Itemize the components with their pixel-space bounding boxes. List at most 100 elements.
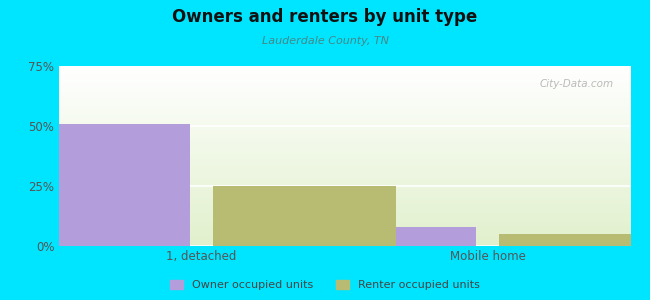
- Bar: [58, 175, 630, 176]
- Bar: [58, 208, 630, 209]
- Bar: [58, 234, 630, 235]
- Bar: [58, 166, 630, 167]
- Bar: [58, 185, 630, 186]
- Bar: [58, 120, 630, 121]
- Bar: [58, 79, 630, 80]
- Bar: [58, 231, 630, 232]
- Bar: [58, 78, 630, 79]
- Bar: [58, 205, 630, 206]
- Bar: [58, 161, 630, 162]
- Bar: [58, 169, 630, 170]
- Bar: [58, 170, 630, 171]
- Bar: [58, 213, 630, 214]
- Bar: [58, 225, 630, 226]
- Bar: [58, 211, 630, 212]
- Bar: [58, 126, 630, 127]
- Bar: [58, 141, 630, 142]
- Bar: [58, 206, 630, 207]
- Bar: [58, 196, 630, 197]
- Bar: [58, 193, 630, 194]
- Bar: [58, 222, 630, 223]
- Bar: [58, 199, 630, 200]
- Bar: [58, 143, 630, 144]
- Bar: [58, 203, 630, 204]
- Bar: [58, 172, 630, 173]
- Bar: [58, 77, 630, 78]
- Bar: [58, 136, 630, 137]
- Bar: [58, 151, 630, 152]
- Bar: [58, 76, 630, 77]
- Bar: [58, 94, 630, 95]
- Bar: [58, 173, 630, 174]
- Bar: [58, 144, 630, 145]
- Bar: [58, 125, 630, 126]
- Bar: [58, 140, 630, 141]
- Bar: [58, 244, 630, 245]
- Bar: [58, 98, 630, 99]
- Bar: [58, 202, 630, 203]
- Bar: [58, 128, 630, 129]
- Bar: [58, 155, 630, 156]
- Bar: [58, 180, 630, 181]
- Bar: [58, 150, 630, 151]
- Bar: [58, 243, 630, 244]
- Bar: [58, 82, 630, 83]
- Bar: [499, 234, 650, 246]
- Bar: [58, 167, 630, 168]
- Bar: [58, 110, 630, 111]
- Bar: [213, 186, 396, 246]
- Bar: [58, 113, 630, 114]
- Bar: [58, 147, 630, 148]
- Bar: [58, 220, 630, 221]
- Bar: [58, 118, 630, 119]
- Bar: [58, 168, 630, 169]
- Bar: [58, 158, 630, 159]
- Bar: [58, 133, 630, 134]
- Bar: [58, 104, 630, 105]
- Bar: [58, 233, 630, 234]
- Bar: [58, 230, 630, 231]
- Bar: [58, 229, 630, 230]
- Bar: [58, 130, 630, 131]
- Bar: [58, 183, 630, 184]
- Bar: [58, 186, 630, 187]
- Bar: [58, 179, 630, 180]
- Bar: [58, 156, 630, 157]
- Bar: [58, 96, 630, 97]
- Bar: [58, 99, 630, 100]
- Bar: [58, 245, 630, 246]
- Bar: [58, 108, 630, 109]
- Bar: [58, 149, 630, 150]
- Bar: [58, 215, 630, 216]
- Bar: [58, 200, 630, 201]
- Text: Lauderdale County, TN: Lauderdale County, TN: [261, 36, 389, 46]
- Bar: [58, 68, 630, 69]
- Bar: [58, 152, 630, 153]
- Bar: [58, 187, 630, 188]
- Bar: [58, 115, 630, 116]
- Bar: [58, 153, 630, 154]
- Bar: [58, 210, 630, 211]
- Bar: [58, 71, 630, 72]
- Bar: [58, 90, 630, 91]
- Bar: [58, 219, 630, 220]
- Bar: [58, 191, 630, 192]
- Bar: [58, 106, 630, 107]
- Bar: [58, 217, 630, 218]
- Bar: [58, 145, 630, 146]
- Bar: [58, 232, 630, 233]
- Bar: [58, 165, 630, 166]
- Bar: [58, 160, 630, 161]
- Bar: [58, 105, 630, 106]
- Bar: [58, 157, 630, 158]
- Bar: [58, 86, 630, 87]
- Bar: [58, 73, 630, 74]
- Bar: [58, 142, 630, 143]
- Bar: [58, 72, 630, 73]
- Bar: [58, 218, 630, 219]
- Bar: [58, 242, 630, 243]
- Bar: [58, 197, 630, 198]
- Bar: [58, 111, 630, 112]
- Bar: [58, 169, 630, 170]
- Bar: [58, 132, 630, 133]
